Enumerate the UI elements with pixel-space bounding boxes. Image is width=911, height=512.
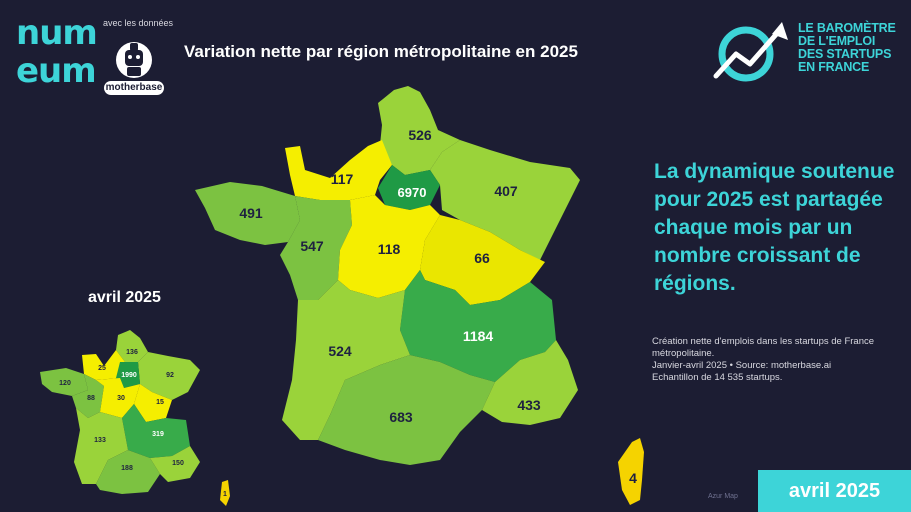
data-attribution: avec les données	[103, 18, 174, 28]
region-centre-val-de-loire	[338, 195, 440, 298]
period-badge: avril 2025	[758, 470, 911, 512]
region-corse	[618, 438, 644, 505]
region-bourgogne-franche-comte	[420, 215, 545, 305]
motherbase-robot-icon	[116, 42, 152, 78]
barometer-line2: DE L'EMPLOI	[798, 34, 876, 48]
small-value-corse: 1	[223, 491, 227, 498]
numeum-logo-line1: num	[16, 13, 98, 53]
map-credit: Azur Map	[708, 493, 738, 500]
region-grand-est	[430, 140, 580, 260]
growth-chart-icon	[713, 22, 788, 82]
small-value-nouvelle-aquitaine: 133	[94, 437, 106, 444]
small-region-grand-est	[138, 352, 200, 400]
small-value-centre-val-de-loire: 30	[117, 395, 125, 402]
small-region-ile-de-france	[116, 362, 140, 388]
small-value-bretagne: 120	[59, 380, 71, 387]
small-value-auvergne-rhone-alpes: 319	[152, 431, 164, 438]
small-region-pays-de-la-loire	[72, 374, 104, 418]
headline: La dynamique soutenue pour 2025 est part…	[654, 160, 895, 295]
value-occitanie: 683	[389, 409, 413, 425]
small-region-hauts-de-france	[116, 330, 148, 362]
small-france-map: 136 25 1990 92 120 88 30 15 319 133 188 …	[40, 330, 230, 506]
small-region-auvergne-rhone-alpes	[122, 404, 190, 458]
value-normandie: 117	[331, 171, 354, 187]
barometer-line1: LE BAROMÈTRE	[798, 21, 896, 35]
region-provence-alpes-cote-d-azur	[482, 340, 578, 425]
small-region-provence-alpes-cote-d-azur	[150, 446, 200, 482]
small-region-corse	[220, 480, 230, 506]
main-france-map: 526 117 6970 407 491 547 118 66 1184 524…	[195, 86, 644, 505]
value-auvergne-rhone-alpes: 1184	[463, 328, 494, 344]
region-normandie	[285, 140, 392, 200]
region-pays-de-la-loire	[280, 196, 352, 300]
small-value-pays-de-la-loire: 88	[87, 395, 95, 402]
source-line2: métropolitaine.	[652, 348, 715, 359]
barometer-title: LE BAROMÈTRE DE L'EMPLOI DES STARTUPS EN…	[798, 22, 908, 74]
region-auvergne-rhone-alpes	[400, 270, 556, 382]
value-nouvelle-aquitaine: 524	[328, 343, 352, 359]
numeum-logo-line2: eum	[16, 51, 97, 91]
small-value-grand-est: 92	[166, 372, 174, 379]
region-ile-de-france	[378, 165, 440, 210]
small-value-ile-de-france: 1990	[121, 372, 137, 379]
numeum-logo: num eum	[16, 13, 98, 94]
region-nouvelle-aquitaine	[282, 280, 410, 440]
value-grand-est: 407	[494, 183, 518, 199]
small-region-bretagne	[40, 368, 88, 396]
region-hauts-de-france	[378, 86, 460, 175]
small-map-label: avril 2025	[88, 289, 161, 306]
page-title: Variation nette par région métropolitain…	[184, 42, 578, 61]
value-corse: 4	[629, 470, 637, 486]
small-value-provence-alpes-cote-d-azur: 150	[172, 460, 184, 467]
small-value-bourgogne-franche-comte: 15	[156, 399, 164, 406]
barometer-line4: EN FRANCE	[798, 60, 870, 74]
small-region-bourgogne-franche-comte	[134, 384, 172, 422]
value-bourgogne-franche-comte: 66	[474, 250, 490, 266]
barometer-line3: DES STARTUPS	[798, 47, 892, 61]
value-centre-val-de-loire: 118	[378, 241, 401, 257]
small-region-centre-val-de-loire	[96, 378, 140, 418]
value-pays-de-la-loire: 547	[300, 238, 324, 254]
motherbase-logo-label: motherbase	[104, 81, 164, 95]
small-value-normandie: 25	[98, 365, 106, 372]
small-region-normandie	[82, 350, 125, 380]
small-region-occitanie	[96, 450, 160, 494]
value-hauts-de-france: 526	[408, 127, 432, 143]
source-line4: Echantillon de 14 535 startups.	[652, 372, 783, 383]
region-bretagne	[195, 182, 300, 245]
value-bretagne: 491	[239, 205, 263, 221]
small-value-occitanie: 188	[121, 465, 133, 472]
source-line1: Création nette d'emplois dans les startu…	[652, 336, 875, 347]
source-note: Création nette d'emplois dans les startu…	[652, 336, 902, 384]
small-value-hauts-de-france: 136	[126, 349, 138, 356]
small-region-nouvelle-aquitaine	[74, 408, 128, 484]
source-line3: Janvier-avril 2025 • Source: motherbase.…	[652, 360, 832, 371]
region-occitanie	[318, 355, 495, 465]
value-provence-alpes-cote-d-azur: 433	[517, 397, 541, 413]
value-ile-de-france: 6970	[398, 185, 427, 200]
